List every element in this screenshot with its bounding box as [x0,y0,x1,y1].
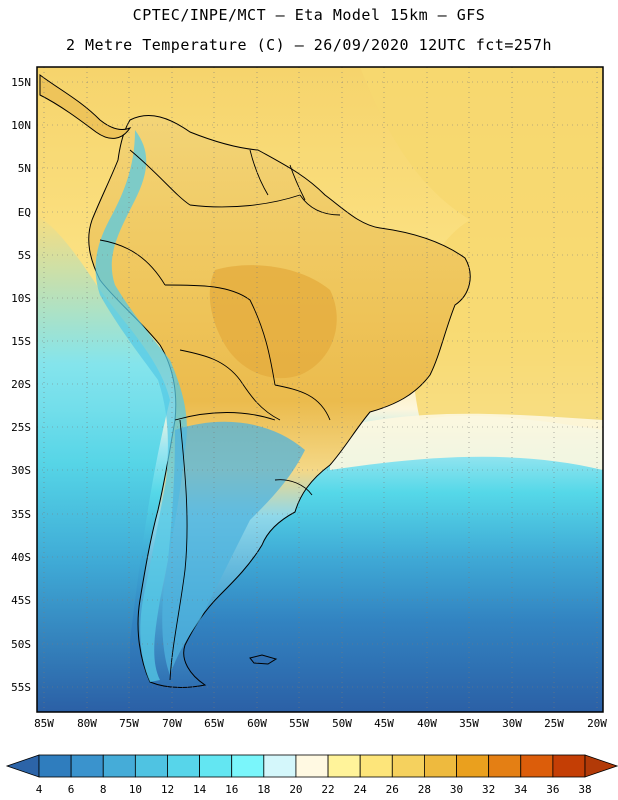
lat-label: 15N [11,76,31,89]
colorbar-tick-label: 12 [161,783,174,796]
longitude-labels: 85W 80W 75W 70W 65W 60W 55W 50W 45W 40W … [34,717,607,730]
lat-label: EQ [18,206,31,219]
colorbar-swatch [488,754,522,778]
colorbar-swatch [520,754,554,778]
colorbar-swatch [359,754,393,778]
lat-label: 10S [11,292,31,305]
lat-label: 5S [18,249,31,262]
colorbar-swatch [552,754,586,778]
colorbar-tick-label: 14 [193,783,207,796]
lon-label: 70W [162,717,182,730]
colorbar-arrow-low [5,754,40,778]
lon-label: 50W [332,717,352,730]
title-line-1: CPTEC/INPE/MCT – Eta Model 15km – GFS [132,6,486,24]
lon-label: 45W [374,717,394,730]
lat-label: 45S [11,594,31,607]
colorbar-swatch [456,754,490,778]
colorbar-arrow-high [584,754,618,778]
colorbar-swatch [424,754,457,778]
colorbar-tick-label: 30 [450,783,463,796]
lon-label: 40W [417,717,437,730]
lon-label: 35W [459,717,479,730]
colorbar-swatch [231,754,265,778]
southern-cone-cool [162,421,305,675]
lon-label: 20W [587,717,607,730]
colorbar-tick-label: 38 [578,783,591,796]
colorbar-tick-label: 8 [100,783,107,796]
colorbar-tick-label: 10 [129,783,142,796]
lat-label: 20S [11,378,31,391]
country-borders [99,149,341,681]
title-line-2: 2 Metre Temperature (C) – 26/09/2020 12U… [65,36,553,54]
colorbar-tick-label: 6 [68,783,75,796]
lat-label: 15S [11,335,31,348]
lon-label: 30W [502,717,522,730]
lon-label: 85W [34,717,54,730]
lat-label: 5N [18,162,31,175]
colorbar-swatches [5,754,618,778]
lon-label: 75W [119,717,139,730]
central-america-landmass [39,74,132,139]
hot-interior [209,265,337,379]
colorbar-tick-label: 36 [546,783,559,796]
colorbar-swatch [295,754,329,778]
colorbar-tick-label: 20 [289,783,302,796]
lat-label: 10N [11,119,31,132]
lat-label: 50S [11,638,31,651]
colorbar-tick-label: 26 [386,783,399,796]
colorbar-tick-label: 18 [257,783,270,796]
falkland-islands [249,654,278,665]
lat-label: 35S [11,508,31,521]
latitude-labels: 15N 10N 5N EQ 5S 10S 15S 20S 25S 30S 35S… [11,76,31,694]
colorbar-swatch [38,754,72,778]
colorbar-tick-label: 16 [225,783,238,796]
lon-label: 25W [544,717,564,730]
colorbar-labels: 4 6 8 10 12 14 16 18 20 22 24 26 28 30 32 34 36 38 [36,783,592,796]
colorbar-swatch [391,754,425,778]
colorbar-tick-label: 32 [482,783,495,796]
colorbar-swatch [263,754,297,778]
colorbar-swatch [199,754,233,778]
colorbar-swatch [327,754,361,778]
colorbar-swatch [167,754,200,778]
colorbar-tick-label: 34 [514,783,528,796]
colorbar-tick-label: 22 [321,783,334,796]
pale-ocean-band [330,413,603,470]
colorbar-tick-label: 24 [354,783,368,796]
map-frame [36,66,604,713]
lon-label: 65W [204,717,224,730]
colorbar-swatch [134,754,168,778]
lon-label: 55W [289,717,309,730]
lat-label: 55S [11,681,31,694]
colorbar-swatch [102,754,136,778]
colorbar-tick-label: 4 [36,783,43,796]
lat-label: 40S [11,551,31,564]
lon-label: 60W [247,717,267,730]
lat-label: 30S [11,464,31,477]
colorbar-swatch [70,754,104,778]
lat-label: 25S [11,421,31,434]
map-field [37,67,603,712]
colorbar-tick-label: 28 [418,783,431,796]
lon-label: 80W [77,717,97,730]
andes-cool-strip [95,130,187,682]
